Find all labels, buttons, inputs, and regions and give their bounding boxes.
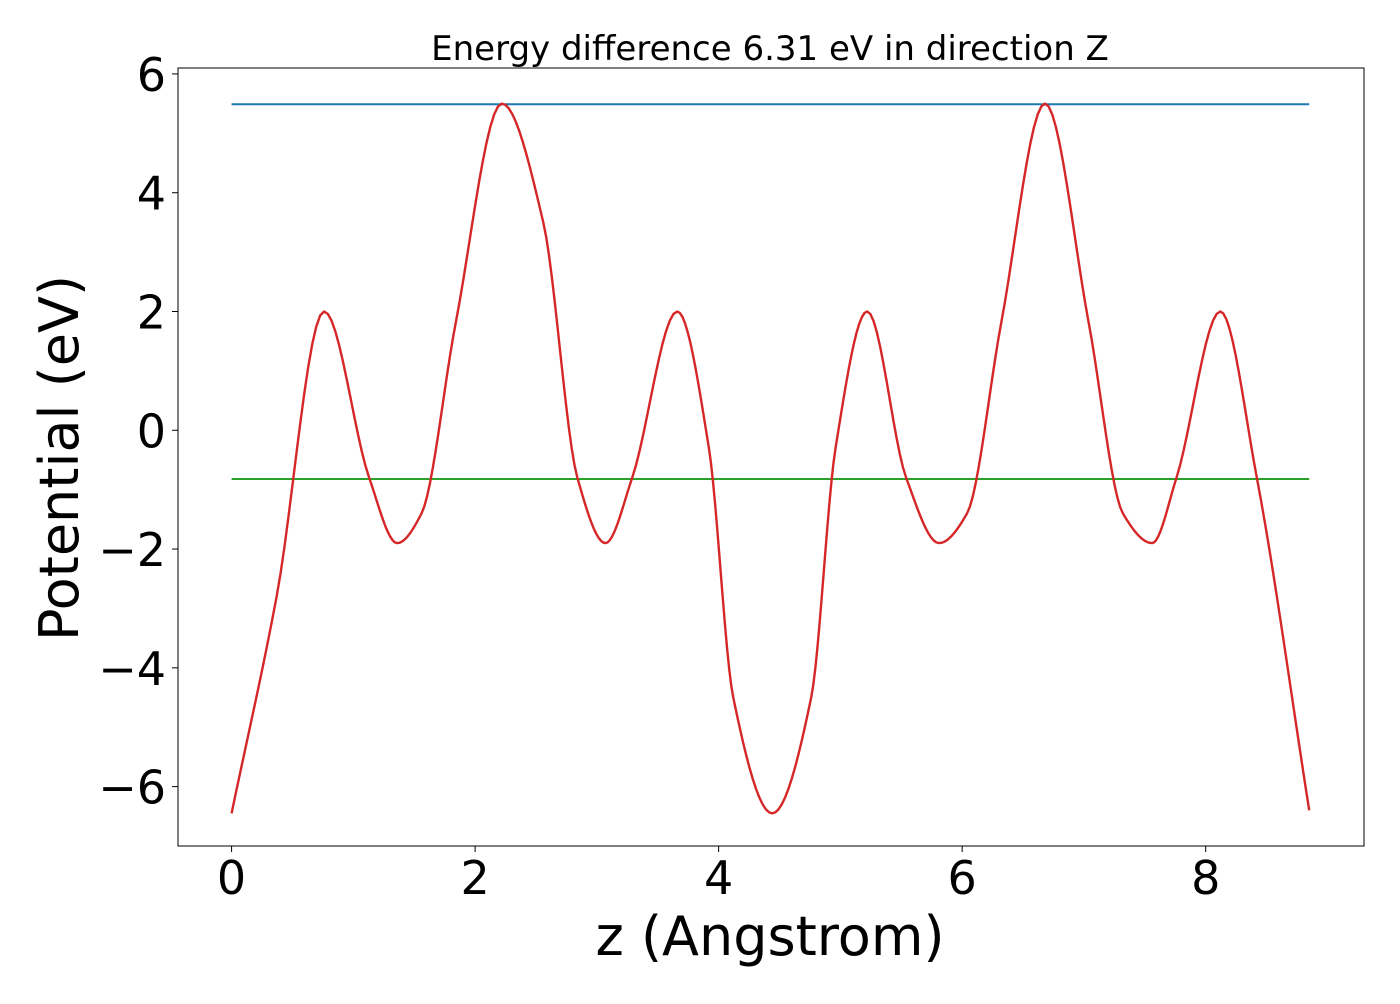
y-tick-label: 0 <box>137 404 166 458</box>
y-tick-label: 4 <box>137 167 166 221</box>
y-tick-label: −6 <box>98 761 166 815</box>
ticks-layer: 0 2 4 6 8 6 4 2 0 −2 −4 −6 <box>98 48 1220 905</box>
y-axis-label: Potential (eV) <box>28 275 91 641</box>
y-tick-label: 6 <box>137 48 166 102</box>
x-tick-label: 0 <box>217 851 246 905</box>
y-tick-label: −2 <box>98 523 166 577</box>
x-tick-label: 4 <box>704 851 733 905</box>
plot-frame <box>177 67 1365 847</box>
y-tick-label: −4 <box>98 642 166 696</box>
y-tick-label: 2 <box>137 285 166 339</box>
x-tick-label: 8 <box>1191 851 1220 905</box>
x-tick-label: 2 <box>460 851 489 905</box>
series-potential-curve <box>230 102 1311 815</box>
chart-title: Energy difference 6.31 eV in direction Z <box>431 29 1109 69</box>
x-tick-label: 6 <box>948 851 977 905</box>
x-axis-label: z (Angstrom) <box>595 905 944 968</box>
series-layer <box>230 102 1311 815</box>
